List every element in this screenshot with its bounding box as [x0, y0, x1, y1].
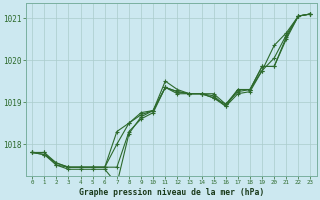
X-axis label: Graphe pression niveau de la mer (hPa): Graphe pression niveau de la mer (hPa) [79, 188, 264, 197]
